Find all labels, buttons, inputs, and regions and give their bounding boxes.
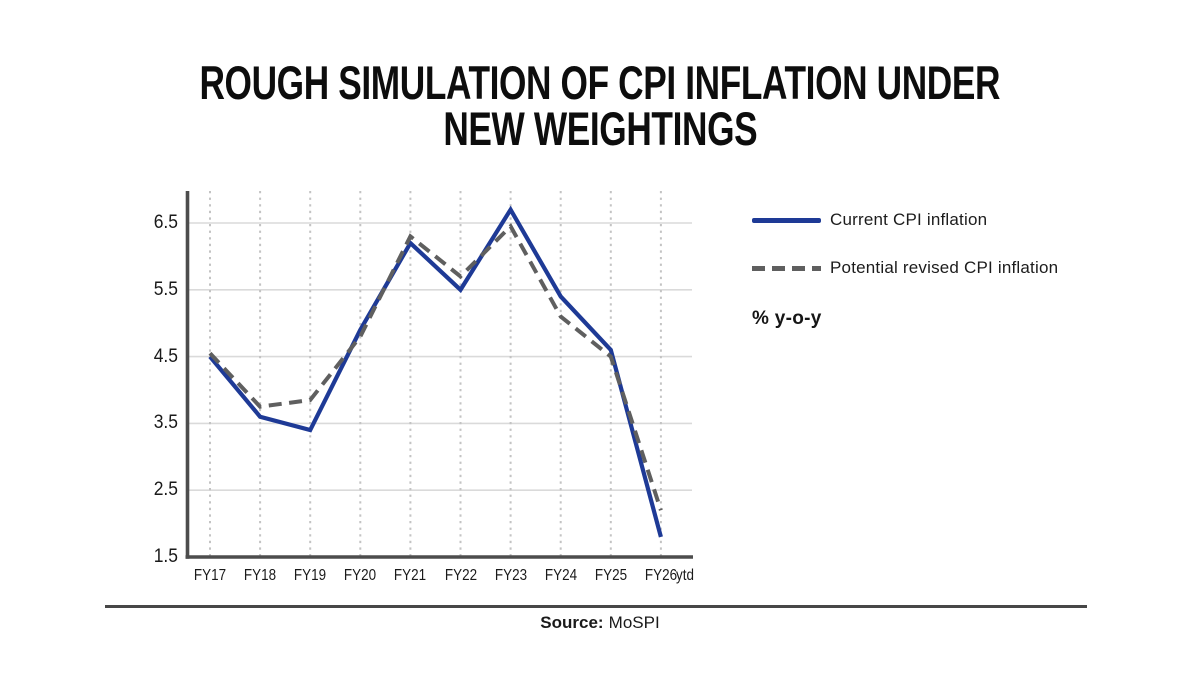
source-note: Source: MoSPI xyxy=(0,613,1200,633)
current-cpi-line xyxy=(208,205,663,538)
revised-cpi-line xyxy=(208,223,663,511)
y-axis-tick-label: 4.5 xyxy=(153,345,178,367)
y-axis-tick-label: 6.5 xyxy=(153,212,178,233)
y-axis-tick-label: 5.5 xyxy=(153,278,178,300)
x-axis-tick-label: FY22 xyxy=(444,567,477,584)
source-prefix: Source: xyxy=(540,613,604,632)
legend-swatch-dashed-line xyxy=(752,265,821,271)
legend-item-current-cpi: Current CPI inflation xyxy=(752,206,1152,234)
footer-divider xyxy=(105,605,1087,608)
legend-label-current-cpi: Current CPI inflation xyxy=(830,210,988,229)
x-axis-tick-label: FY25 xyxy=(594,567,627,584)
y-axis-tick-label: 2.5 xyxy=(153,479,178,501)
x-axis-suffix-label: ytd xyxy=(675,567,694,584)
x-axis-tick-label: FY21 xyxy=(394,567,427,584)
source-text: MoSPI xyxy=(608,613,660,632)
legend-label-revised-cpi: Potential revised CPI inflation xyxy=(830,258,1059,277)
x-axis-tick-label: FY24 xyxy=(544,567,577,584)
unit-label: % y-o-y xyxy=(752,308,822,329)
y-axis-tick-label: 1.5 xyxy=(153,546,178,567)
legend-swatch-solid-line xyxy=(752,217,821,223)
x-axis-tick-label: FY20 xyxy=(344,567,377,584)
chart-title: ROUGH SIMULATION OF CPI INFLATION UNDER … xyxy=(0,56,1200,155)
x-axis-tick-label: FY17 xyxy=(193,567,227,584)
legend-item-revised-cpi: Potential revised CPI inflation xyxy=(752,254,1152,282)
chart-legend: Current CPI inflation Potential revised … xyxy=(752,206,1152,330)
x-axis-tick-label: FY23 xyxy=(494,567,527,584)
x-axis-tick-label: FY18 xyxy=(244,567,277,584)
x-axis-tick-label: FY26 xyxy=(644,567,677,584)
chart-title-line2: NEW WEIGHTINGS xyxy=(443,102,757,155)
x-axis-tick-label: FY19 xyxy=(294,567,327,584)
y-axis-tick-label: 3.5 xyxy=(153,412,178,434)
chart-title-line1: ROUGH SIMULATION OF CPI INFLATION UNDER xyxy=(199,56,1001,109)
